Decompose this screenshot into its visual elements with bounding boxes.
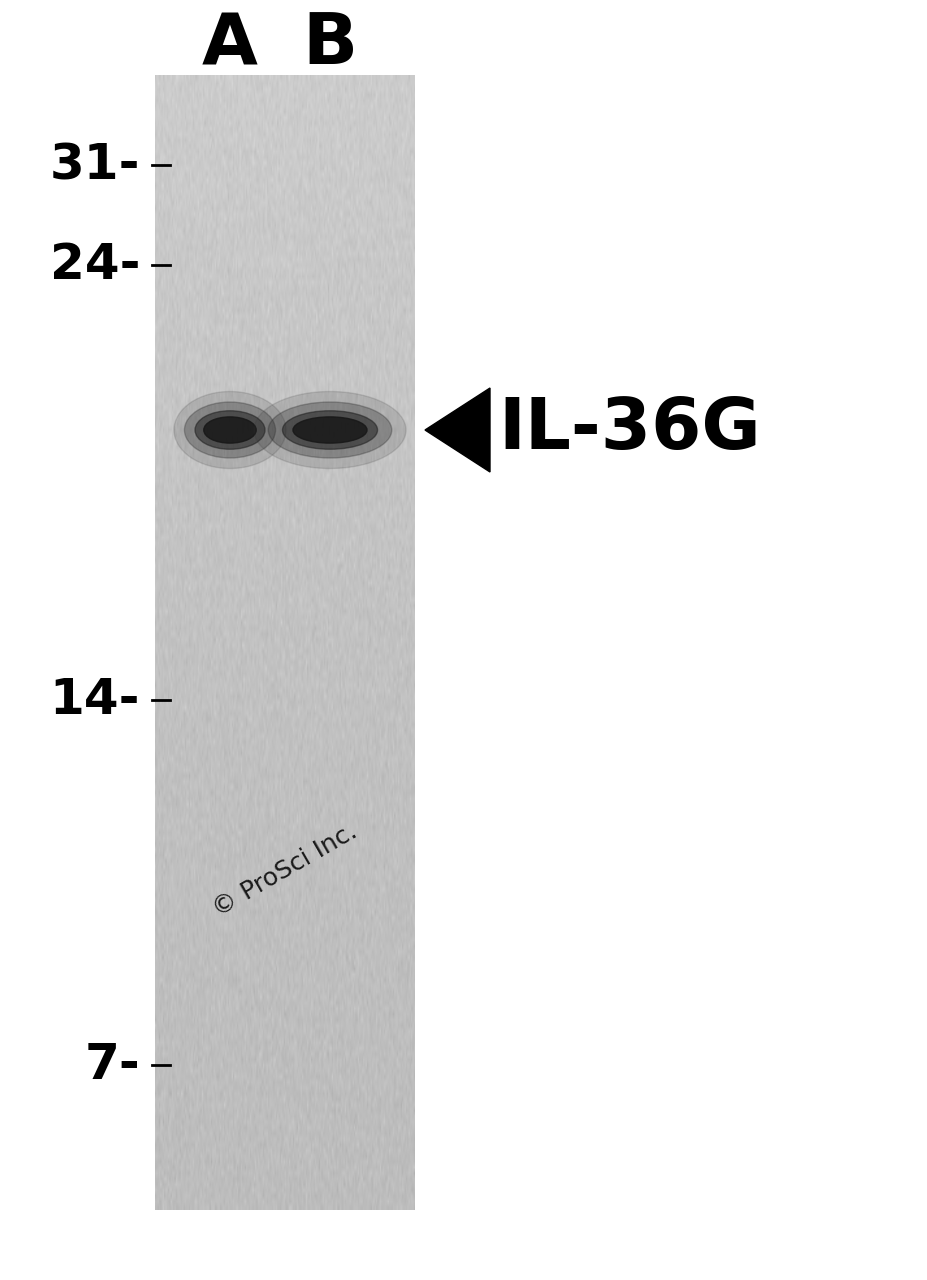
- Ellipse shape: [282, 411, 377, 449]
- Ellipse shape: [254, 392, 406, 468]
- Ellipse shape: [204, 417, 256, 443]
- Text: B: B: [302, 10, 357, 79]
- Ellipse shape: [293, 417, 367, 443]
- Ellipse shape: [195, 411, 265, 449]
- Text: A: A: [202, 10, 258, 79]
- Text: © ProSci Inc.: © ProSci Inc.: [209, 819, 361, 922]
- Ellipse shape: [184, 402, 275, 458]
- Text: 24-: 24-: [49, 241, 140, 289]
- Text: IL-36G: IL-36G: [498, 396, 760, 465]
- Ellipse shape: [174, 392, 286, 468]
- Polygon shape: [425, 388, 489, 472]
- Text: 14-: 14-: [49, 676, 140, 724]
- Text: 31-: 31-: [49, 141, 140, 189]
- Ellipse shape: [268, 402, 391, 458]
- Text: 7-: 7-: [84, 1041, 140, 1089]
